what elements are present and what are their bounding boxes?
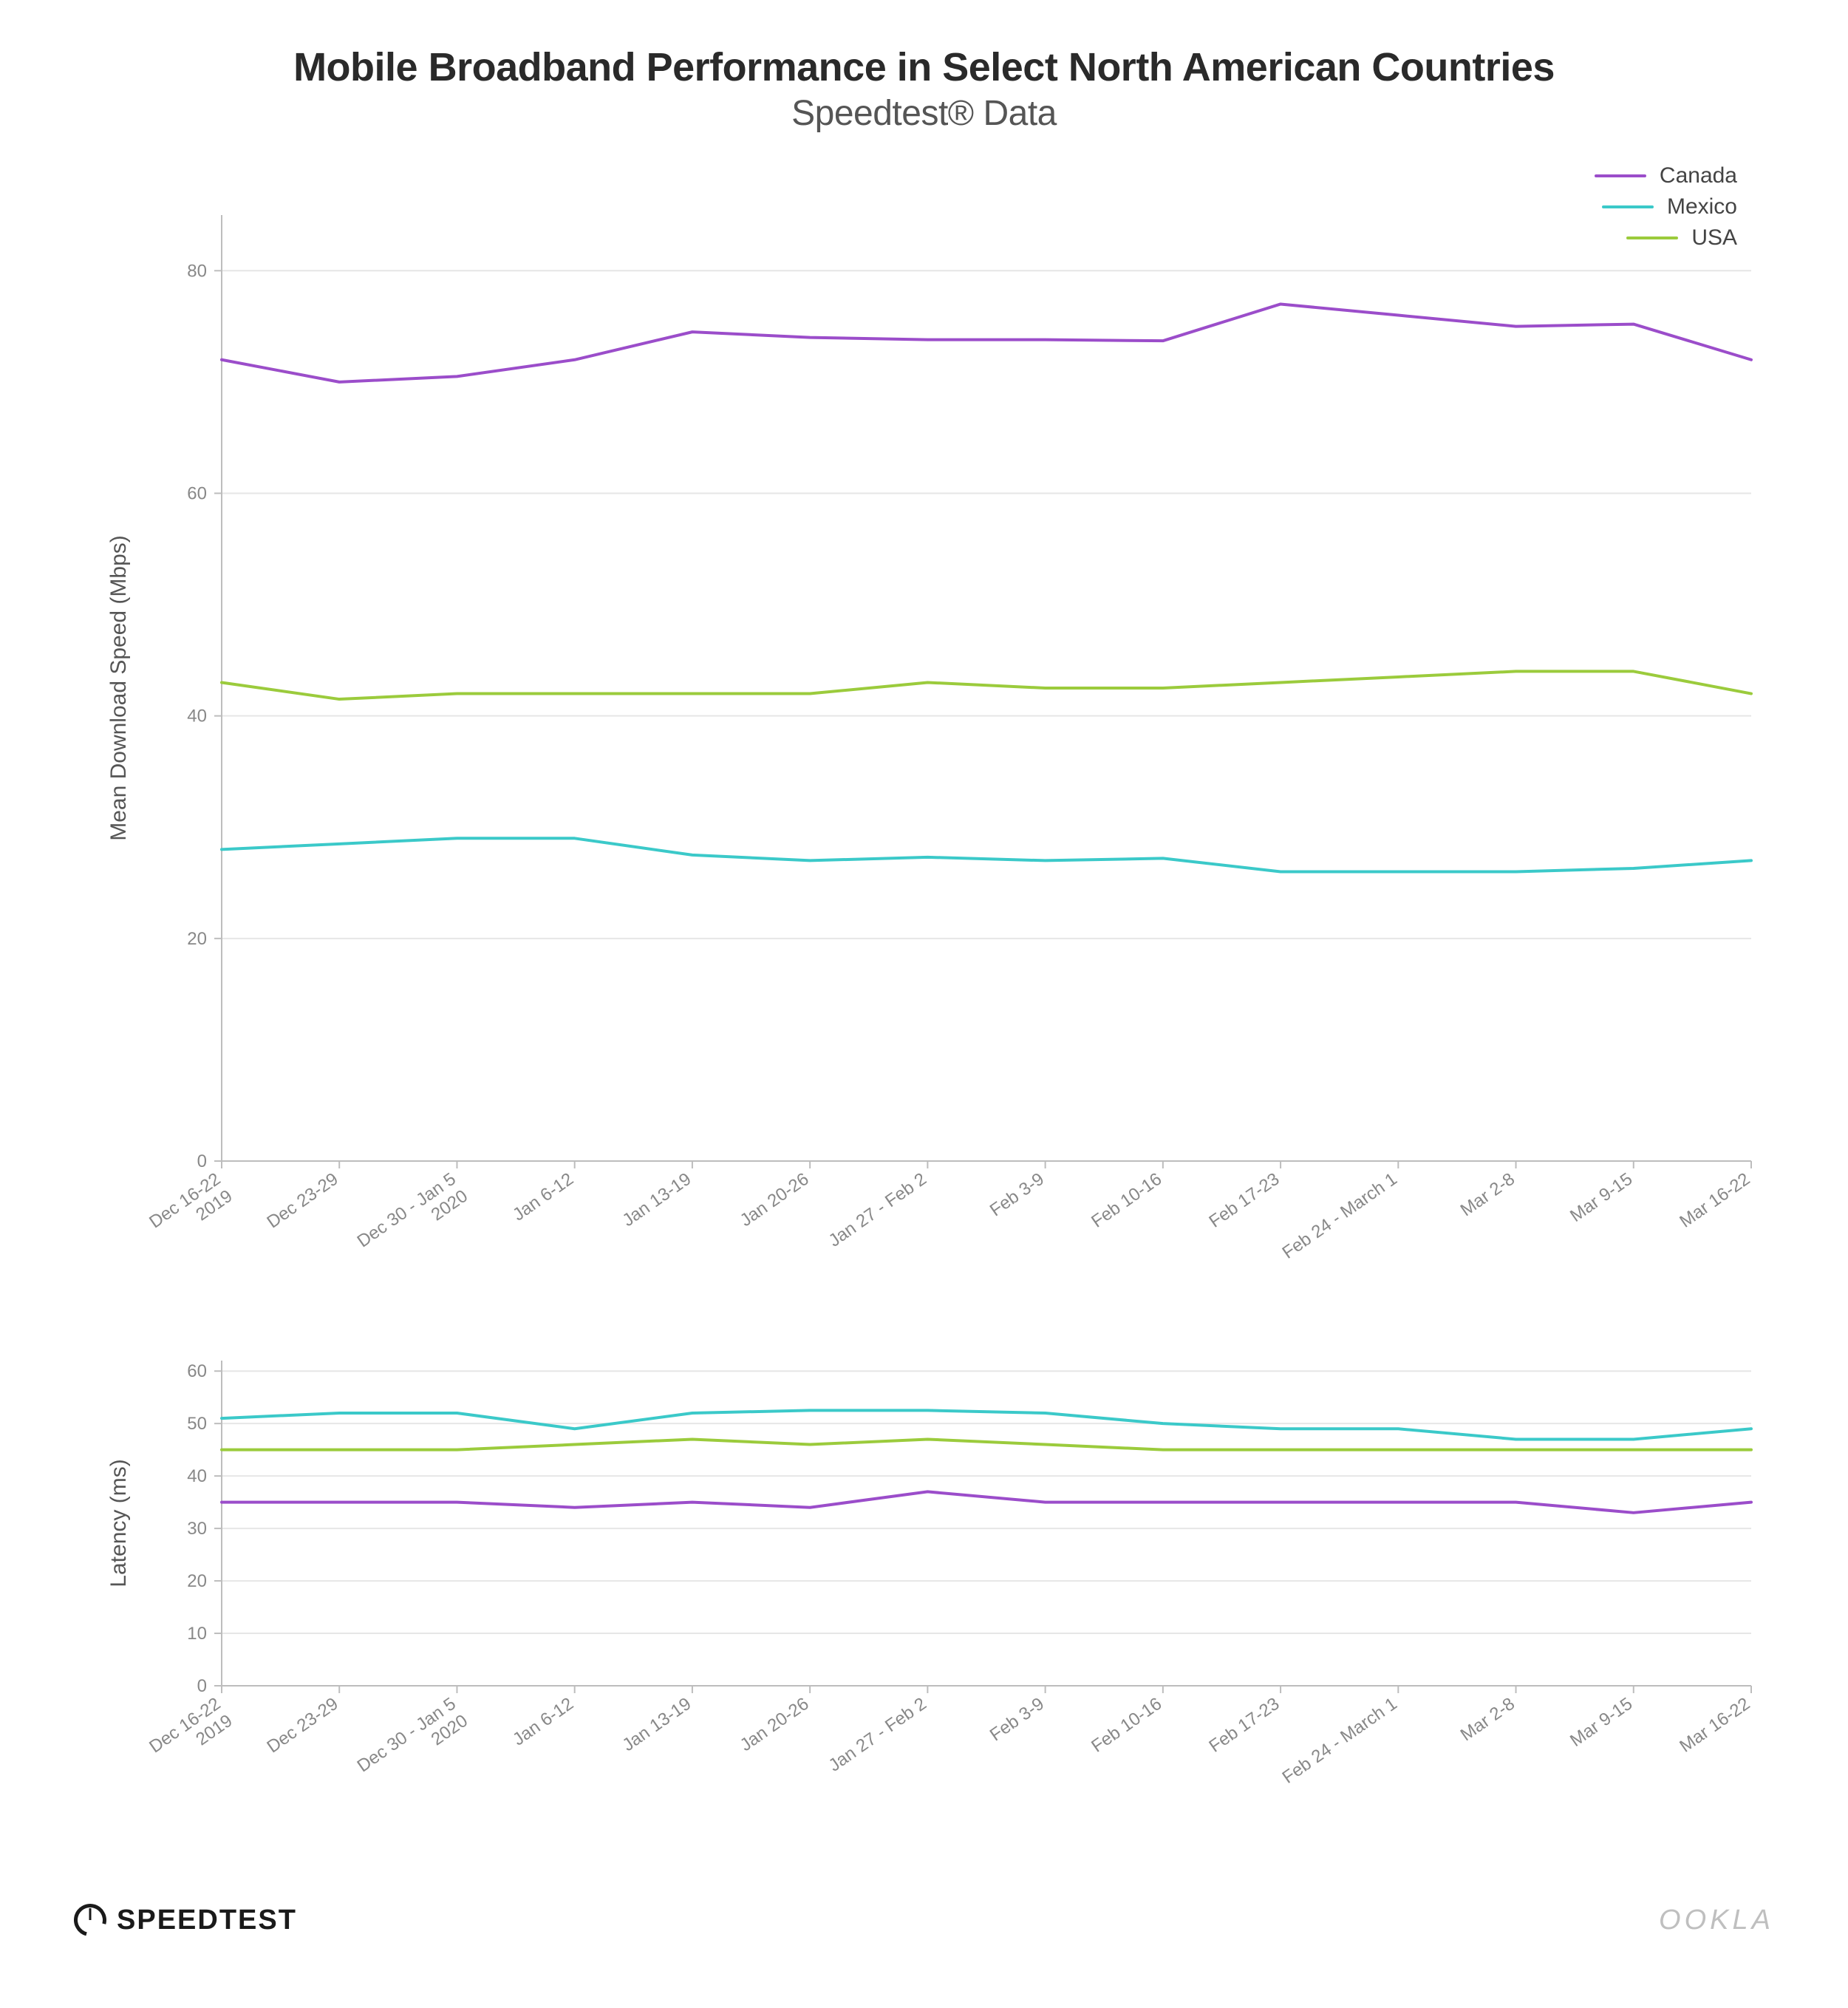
x-tick-label: Jan 20-26 bbox=[737, 1169, 813, 1231]
legend-swatch bbox=[1595, 174, 1646, 177]
x-tick-label: Mar 9-15 bbox=[1566, 1694, 1636, 1751]
x-tick-label: Feb 3-9 bbox=[986, 1694, 1048, 1746]
x-tick-label: Jan 20-26 bbox=[737, 1694, 813, 1755]
chart-title: Mobile Broadband Performance in Select N… bbox=[67, 44, 1781, 90]
y-tick-label: 20 bbox=[187, 929, 207, 949]
footer: SPEEDTEST OOKLA bbox=[67, 1882, 1781, 1936]
series-line-canada bbox=[222, 1491, 1751, 1512]
legend-item: Canada bbox=[1595, 163, 1737, 188]
x-tick-label: Feb 17-23 bbox=[1205, 1169, 1283, 1232]
legend-label: Mexico bbox=[1667, 194, 1737, 219]
x-tick-label: Feb 10-16 bbox=[1088, 1694, 1165, 1757]
y-tick-label: 40 bbox=[187, 1466, 207, 1486]
x-tick-label: Mar 2-8 bbox=[1457, 1694, 1518, 1746]
x-tick-label: Jan 13-19 bbox=[618, 1169, 695, 1231]
x-tick-label: Dec 23-29 bbox=[263, 1169, 341, 1233]
y-tick-label: 60 bbox=[187, 1361, 207, 1381]
ookla-logo: OOKLA bbox=[1659, 1905, 1774, 1936]
y-tick-label: 10 bbox=[187, 1624, 207, 1644]
series-line-usa bbox=[222, 1439, 1751, 1449]
series-line-canada bbox=[222, 304, 1751, 381]
series-line-usa bbox=[222, 671, 1751, 699]
x-tick-label: Feb 17-23 bbox=[1205, 1694, 1283, 1757]
x-tick-label: Jan 6-12 bbox=[509, 1169, 577, 1225]
speedtest-logo-text: SPEEDTEST bbox=[117, 1905, 297, 1936]
series-line-mexico bbox=[222, 1410, 1751, 1439]
x-tick-label: Mar 16-22 bbox=[1676, 1694, 1753, 1757]
x-tick-label: Feb 24 - March 1 bbox=[1279, 1694, 1401, 1788]
speedtest-logo: SPEEDTEST bbox=[74, 1904, 297, 1936]
y-tick-label: 60 bbox=[187, 483, 207, 503]
x-tick-label: Feb 10-16 bbox=[1088, 1169, 1165, 1232]
x-tick-label: Feb 24 - March 1 bbox=[1279, 1169, 1401, 1263]
x-tick-label: Mar 16-22 bbox=[1676, 1169, 1753, 1232]
y-axis-label: Latency (ms) bbox=[106, 1459, 131, 1587]
x-tick-label: Jan 27 - Feb 2 bbox=[825, 1694, 930, 1776]
x-tick-label: Jan 13-19 bbox=[618, 1694, 695, 1755]
y-tick-label: 30 bbox=[187, 1519, 207, 1539]
y-tick-label: 0 bbox=[197, 1151, 207, 1171]
legend-label: USA bbox=[1691, 225, 1737, 251]
y-axis-label: Mean Download Speed (Mbps) bbox=[106, 535, 131, 841]
series-line-mexico bbox=[222, 838, 1751, 871]
y-tick-label: 50 bbox=[187, 1414, 207, 1434]
x-tick-label: Feb 3-9 bbox=[986, 1169, 1048, 1221]
x-tick-label: Dec 23-29 bbox=[263, 1694, 341, 1757]
legend-swatch bbox=[1602, 205, 1654, 208]
legend-item: Mexico bbox=[1595, 194, 1737, 219]
y-tick-label: 20 bbox=[187, 1571, 207, 1591]
chart-area: Canada Mexico USA 0 20 40 60 80 Mean Download S… bbox=[67, 149, 1781, 1882]
legend-swatch bbox=[1626, 236, 1678, 239]
legend-label: Canada bbox=[1660, 163, 1737, 188]
chart-subtitle: Speedtest® Data bbox=[67, 93, 1781, 134]
legend-item: USA bbox=[1595, 225, 1737, 251]
legend: Canada Mexico USA bbox=[1595, 163, 1737, 256]
y-tick-label: 80 bbox=[187, 261, 207, 281]
y-tick-label: 0 bbox=[197, 1676, 207, 1696]
x-tick-label: Mar 2-8 bbox=[1457, 1169, 1518, 1221]
gauge-icon bbox=[68, 1898, 112, 1942]
x-tick-label: Jan 27 - Feb 2 bbox=[825, 1169, 930, 1251]
x-tick-label: Jan 6-12 bbox=[509, 1694, 577, 1750]
chart-container: Mobile Broadband Performance in Select N… bbox=[0, 0, 1848, 1981]
chart-svg: 020406080Mean Download Speed (Mbps)Dec 1… bbox=[67, 149, 1781, 1878]
y-tick-label: 40 bbox=[187, 707, 207, 726]
x-tick-label: Mar 9-15 bbox=[1566, 1169, 1636, 1226]
